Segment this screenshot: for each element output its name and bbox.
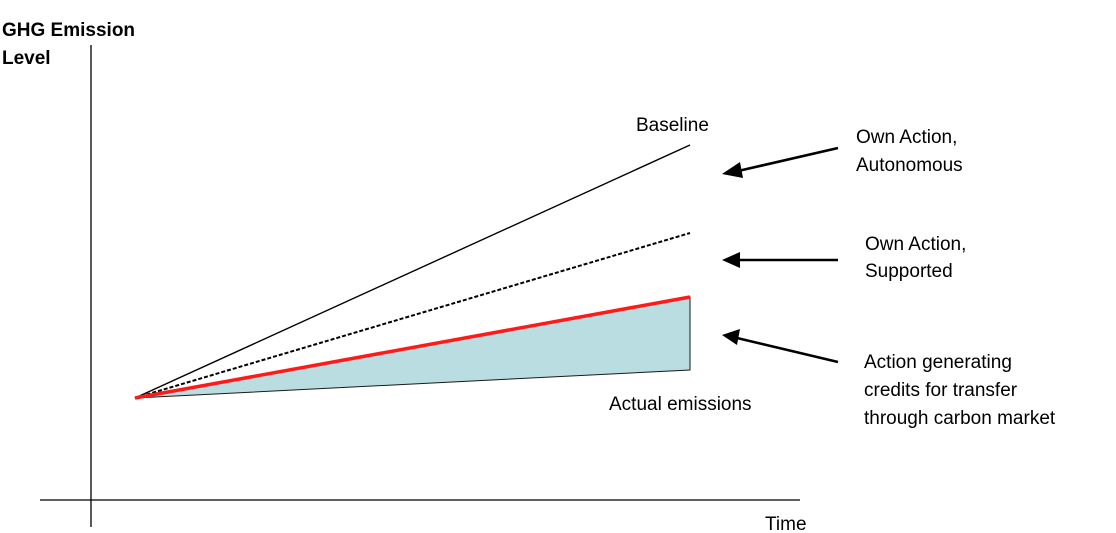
baseline-line [134, 144, 691, 399]
x-axis-label: Time [765, 514, 807, 533]
annotation-credits-line3: through carbon market [864, 408, 1056, 429]
annotation-credits-line1: Action generating [864, 352, 1012, 373]
baseline-label: Baseline [636, 115, 709, 136]
supported-dashed-line [134, 232, 691, 399]
arrow-autonomous [722, 146, 839, 178]
annotation-autonomous-line1: Own Action, [856, 127, 957, 148]
annotation-supported-line2: Supported [865, 261, 953, 282]
annotation-credits-line2: credits for transfer [864, 380, 1018, 401]
credit-line [134, 295, 691, 400]
actual-emissions-label: Actual emissions [609, 394, 752, 415]
arrow-credits [722, 329, 839, 364]
y-axis-label-line1: GHG Emission [2, 20, 135, 41]
annotation-supported-line1: Own Action, [865, 234, 966, 255]
arrow-supported [722, 252, 838, 268]
annotation-autonomous-line2: Autonomous [856, 155, 963, 176]
y-axis-label-line2: Level [2, 48, 51, 69]
